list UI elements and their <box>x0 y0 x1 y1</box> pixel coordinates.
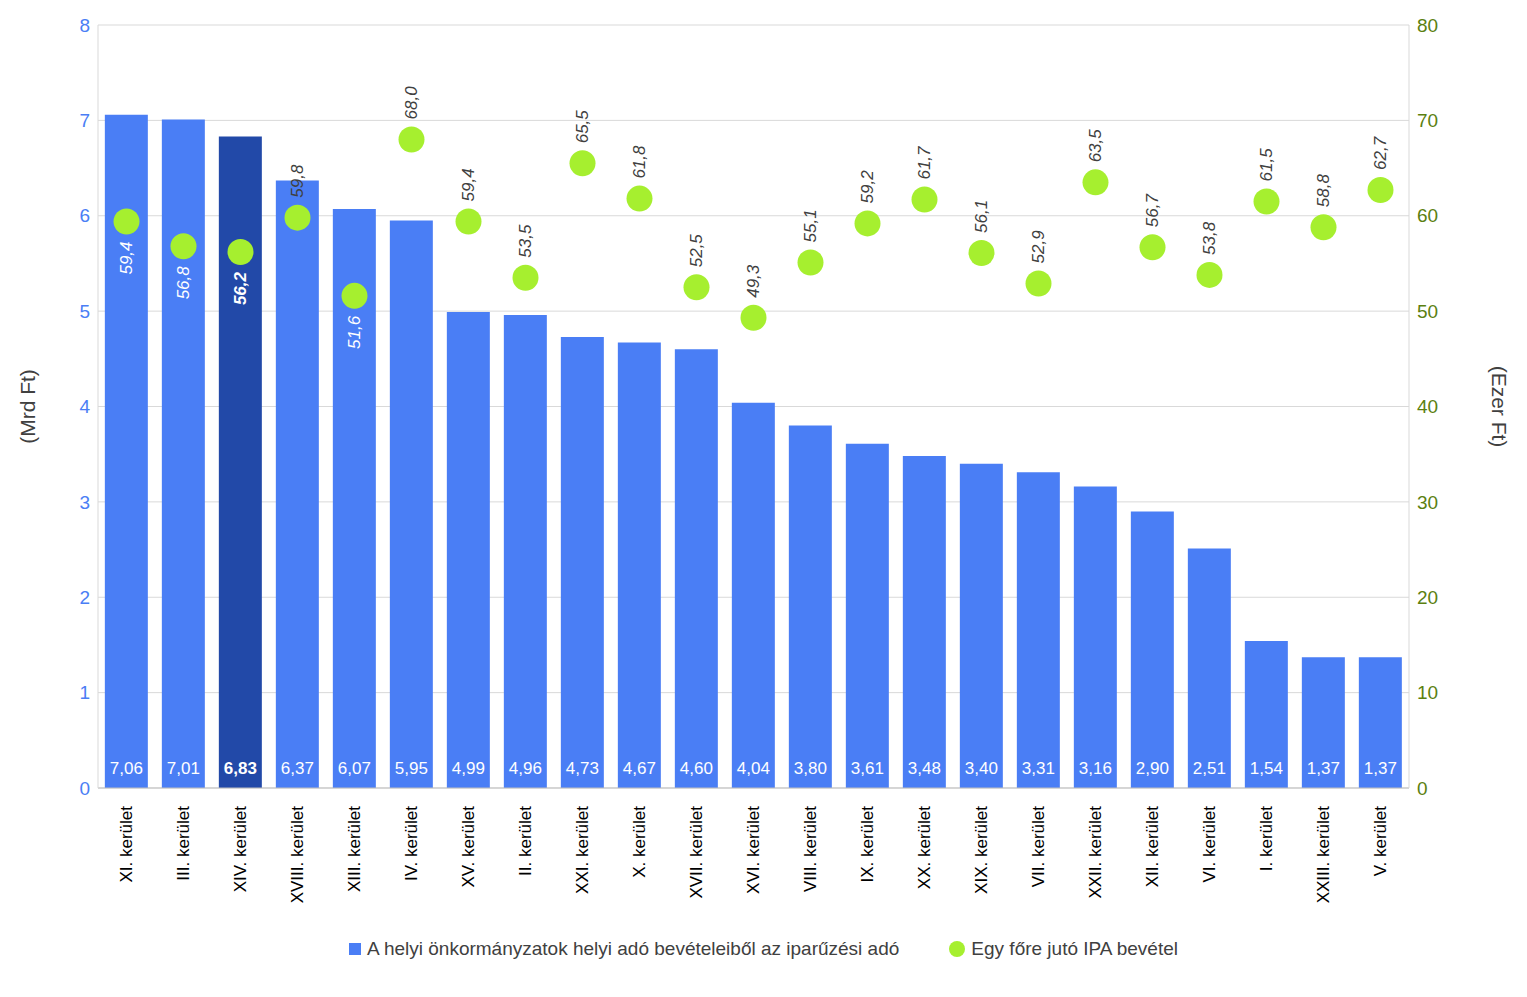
svg-text:30: 30 <box>1417 492 1438 513</box>
svg-text:XX. kerület: XX. kerület <box>915 806 934 889</box>
svg-text:80: 80 <box>1417 15 1438 36</box>
svg-text:2,90: 2,90 <box>1136 759 1169 778</box>
svg-text:68,0: 68,0 <box>402 86 421 120</box>
html-text:A helyi önkormányzatok helyi a: A helyi önkormányzatok helyi adó bevétel… <box>367 938 900 959</box>
svg-text:53,5: 53,5 <box>516 224 535 258</box>
svg-text:2: 2 <box>79 587 90 608</box>
svg-text:1,37: 1,37 <box>1364 759 1397 778</box>
svg-text:60: 60 <box>1417 205 1438 226</box>
svg-text:59,8: 59,8 <box>288 164 307 198</box>
svg-text:53,8: 53,8 <box>1200 221 1219 255</box>
svg-text:7: 7 <box>79 110 90 131</box>
svg-text:6,37: 6,37 <box>281 759 314 778</box>
svg-text:XV. kerület: XV. kerület <box>459 806 478 888</box>
svg-text:40: 40 <box>1417 396 1438 417</box>
svg-text:70: 70 <box>1417 110 1438 131</box>
svg-text:(Mrd Ft): (Mrd Ft) <box>16 369 39 444</box>
svg-text:3: 3 <box>79 492 90 513</box>
svg-text:VII. kerület: VII. kerület <box>1029 806 1048 888</box>
svg-text:3,16: 3,16 <box>1079 759 1112 778</box>
svg-text:1,54: 1,54 <box>1250 759 1283 778</box>
svg-text:V. kerület: V. kerület <box>1371 806 1390 877</box>
svg-text:20: 20 <box>1417 587 1438 608</box>
svg-text:61,5: 61,5 <box>1257 148 1276 182</box>
svg-text:XVIII. kerület: XVIII. kerület <box>288 806 307 904</box>
svg-text:56,2: 56,2 <box>231 271 250 305</box>
svg-text:I. kerület: I. kerület <box>1257 806 1276 871</box>
svg-text:3,80: 3,80 <box>794 759 827 778</box>
svg-text:52,5: 52,5 <box>687 234 706 268</box>
svg-text:XIV. kerület: XIV. kerület <box>231 806 250 893</box>
svg-text:59,2: 59,2 <box>858 170 877 204</box>
svg-text:5: 5 <box>79 301 90 322</box>
svg-text:52,9: 52,9 <box>1029 230 1048 264</box>
svg-text:58,8: 58,8 <box>1314 174 1333 208</box>
svg-text:XIX. kerület: XIX. kerület <box>972 806 991 894</box>
svg-text:III. kerület: III. kerület <box>174 806 193 881</box>
svg-text:4,67: 4,67 <box>623 759 656 778</box>
svg-text:XVI. kerület: XVI. kerület <box>744 806 763 894</box>
svg-text:4,73: 4,73 <box>566 759 599 778</box>
svg-text:56,8: 56,8 <box>174 266 193 300</box>
svg-text:3,40: 3,40 <box>965 759 998 778</box>
svg-text:51,6: 51,6 <box>345 315 364 349</box>
svg-text:2,51: 2,51 <box>1193 759 1226 778</box>
svg-text:4,99: 4,99 <box>452 759 485 778</box>
svg-text:VI. kerület: VI. kerület <box>1200 806 1219 883</box>
svg-text:4,60: 4,60 <box>680 759 713 778</box>
svg-text:4,96: 4,96 <box>509 759 542 778</box>
svg-text:XIII. kerület: XIII. kerület <box>345 806 364 892</box>
svg-text:61,8: 61,8 <box>630 145 649 179</box>
svg-text:1,37: 1,37 <box>1307 759 1340 778</box>
svg-text:6: 6 <box>79 205 90 226</box>
svg-text:1: 1 <box>79 682 90 703</box>
svg-text:3,48: 3,48 <box>908 759 941 778</box>
svg-text:XXII. kerület: XXII. kerület <box>1086 806 1105 899</box>
svg-text:3,61: 3,61 <box>851 759 884 778</box>
svg-text:6,83: 6,83 <box>224 759 257 778</box>
svg-text:XXIII. kerület: XXIII. kerület <box>1314 806 1333 904</box>
svg-text:0: 0 <box>1417 778 1428 799</box>
html-text:Egy főre jutó IPA bevétel: Egy főre jutó IPA bevétel <box>971 938 1178 959</box>
svg-text:56,7: 56,7 <box>1143 194 1162 228</box>
svg-text:7,01: 7,01 <box>167 759 200 778</box>
svg-text:50: 50 <box>1417 301 1438 322</box>
svg-text:0: 0 <box>79 778 90 799</box>
svg-text:XXI. kerület: XXI. kerület <box>573 806 592 894</box>
svg-text:IX. kerület: IX. kerület <box>858 806 877 883</box>
svg-text:8: 8 <box>79 15 90 36</box>
svg-text:62,7: 62,7 <box>1371 136 1390 170</box>
svg-text:10: 10 <box>1417 682 1438 703</box>
svg-text:65,5: 65,5 <box>573 110 592 144</box>
svg-text:XII. kerület: XII. kerület <box>1143 806 1162 888</box>
svg-text:49,3: 49,3 <box>744 264 763 298</box>
svg-text:II. kerület: II. kerület <box>516 806 535 876</box>
svg-text:3,31: 3,31 <box>1022 759 1055 778</box>
svg-text:IV. kerület: IV. kerület <box>402 806 421 881</box>
svg-text:59,4: 59,4 <box>459 168 478 201</box>
svg-text:5,95: 5,95 <box>395 759 428 778</box>
svg-text:XVII. kerület: XVII. kerület <box>687 806 706 899</box>
svg-text:61,7: 61,7 <box>915 146 934 180</box>
svg-text:VIII. kerület: VIII. kerület <box>801 806 820 892</box>
svg-text:6,07: 6,07 <box>338 759 371 778</box>
svg-text:X. kerület: X. kerület <box>630 806 649 878</box>
svg-text:55,1: 55,1 <box>801 209 820 242</box>
svg-text:59,4: 59,4 <box>117 241 136 274</box>
svg-text:(Ezer Ft): (Ezer Ft) <box>1488 366 1511 448</box>
svg-text:7,06: 7,06 <box>110 759 143 778</box>
svg-text:XI. kerület: XI. kerület <box>117 806 136 883</box>
svg-text:4,04: 4,04 <box>737 759 770 778</box>
svg-text:4: 4 <box>79 396 90 417</box>
svg-text:56,1: 56,1 <box>972 200 991 233</box>
svg-text:63,5: 63,5 <box>1086 129 1105 163</box>
